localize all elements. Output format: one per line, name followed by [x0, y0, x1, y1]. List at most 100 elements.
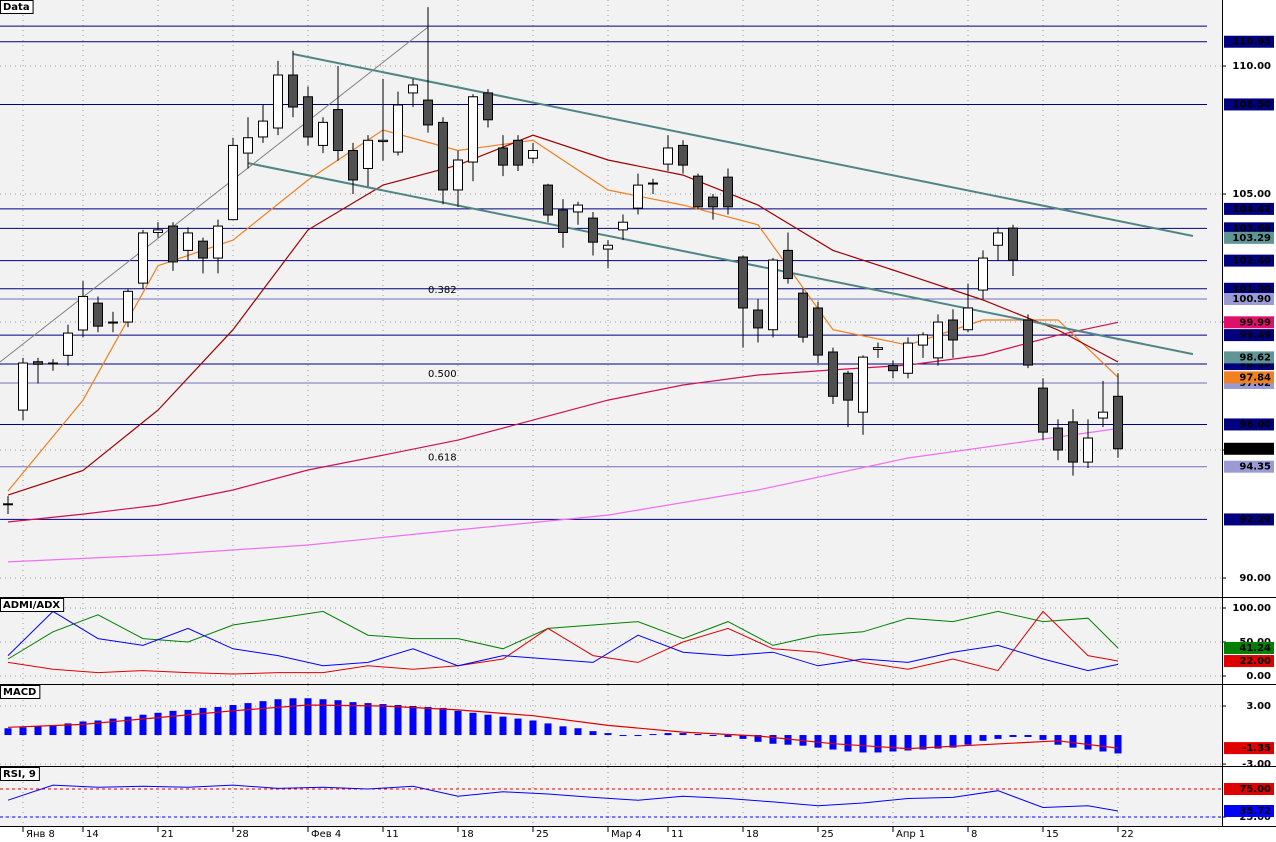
candle-body [1068, 421, 1078, 463]
macd-bar [229, 705, 237, 736]
macd-bar [304, 698, 312, 736]
candle-body [363, 139, 373, 169]
candle-body [273, 74, 283, 129]
candle-body [498, 147, 508, 166]
x-tick-label: 22 [1121, 829, 1134, 840]
macd-bar [664, 733, 672, 736]
y-tick-label: 105.00 [1232, 189, 1271, 200]
candle-body [408, 84, 418, 94]
candle-body [198, 240, 208, 259]
macd-bar [1054, 735, 1062, 745]
x-tick-label: 28 [236, 829, 249, 840]
candle-body [63, 332, 73, 356]
level-tag-box [1224, 202, 1274, 215]
candle-body [168, 225, 178, 263]
moving-average [7, 321, 1119, 523]
macd-bar [64, 723, 72, 736]
candle-body [993, 232, 1003, 246]
candle-body [123, 290, 133, 323]
macd-bar [49, 725, 57, 736]
candle-body [378, 139, 388, 143]
level-tag: 103.66 [1232, 223, 1271, 234]
x-tick-label: Янв 8 [26, 829, 55, 840]
moving-average [7, 427, 1119, 563]
macd-bar [919, 735, 927, 750]
candle-body [348, 150, 358, 181]
value-tag-box [1224, 231, 1274, 244]
value-tag: 41.24 [1239, 643, 1271, 654]
candle-body [108, 321, 118, 324]
value-tag: 99.99 [1239, 317, 1271, 328]
candle-body [183, 232, 193, 251]
macd-bar [634, 735, 642, 737]
candle-body [843, 372, 853, 401]
level-tag: 110.95 [1232, 37, 1271, 48]
value-tag-box [1224, 804, 1274, 817]
macd-bar [829, 735, 837, 750]
y-tick-label: 100.00 [1232, 603, 1271, 614]
x-tick-label: Апр 1 [896, 829, 925, 840]
fib-label: 0.382 [428, 285, 457, 296]
value-tag-box [1224, 351, 1274, 364]
macd-bar [94, 720, 102, 736]
candle-body [978, 257, 988, 291]
macd-bar [604, 733, 612, 736]
candle-body [33, 361, 43, 365]
candle-body [588, 217, 598, 243]
signal-line [7, 704, 1119, 750]
macd-bar [4, 728, 12, 736]
macd-bar [724, 735, 732, 737]
candle-body [213, 225, 223, 259]
moving-average [7, 129, 1119, 492]
candle-body [333, 109, 343, 152]
fib-tag-box [1224, 460, 1274, 473]
macd-bar [619, 735, 627, 737]
candle-body [798, 292, 808, 338]
macd-bar [364, 703, 372, 736]
candle-body [543, 184, 553, 216]
level-tag: 98.36 [1239, 359, 1271, 370]
level-tag: 92.29 [1239, 514, 1271, 525]
candle-body [528, 150, 538, 159]
fib-tag-box [1224, 293, 1274, 306]
y-tick-label: 25.00 [1239, 812, 1271, 823]
candle-body [813, 307, 823, 356]
candle-body [48, 362, 58, 365]
macd-bar [1009, 735, 1017, 737]
candle-body [258, 120, 268, 138]
value-tag-box [1224, 655, 1274, 668]
candle-body [948, 319, 958, 341]
candle-body [1038, 387, 1048, 433]
candle-body [828, 351, 838, 397]
macd-bar [349, 702, 357, 736]
fib-tag: 97.62 [1239, 378, 1271, 389]
macd-bar [1024, 735, 1032, 737]
macd-bar [514, 718, 522, 736]
candle-body [318, 121, 328, 146]
macd-bar [844, 735, 852, 752]
macd-bar [169, 710, 177, 736]
x-tick-label: Фев 4 [311, 829, 341, 840]
candle-body [1098, 411, 1108, 419]
macd-bar [499, 716, 507, 736]
value-tag-box [1224, 316, 1274, 329]
candle-body [243, 137, 253, 154]
candle-body [423, 99, 433, 126]
candle-body [873, 347, 883, 350]
value-tag: 103.29 [1232, 233, 1271, 244]
level-tag-box [1224, 282, 1274, 295]
macd-bar [469, 712, 477, 736]
level-tag-box [1224, 254, 1274, 267]
x-tick-label: 8 [971, 829, 977, 840]
panel-title: ADMI/ADX [3, 600, 60, 611]
candle-body [603, 244, 613, 250]
candle-body [663, 147, 673, 165]
macd-bar [694, 734, 702, 736]
value-tag-box [1224, 442, 1274, 455]
macd-bar [439, 707, 447, 736]
level-tag-box [1224, 418, 1274, 431]
candle-body [618, 221, 628, 231]
macd-bar [574, 728, 582, 736]
y-tick-label: -3.00 [1242, 759, 1271, 770]
